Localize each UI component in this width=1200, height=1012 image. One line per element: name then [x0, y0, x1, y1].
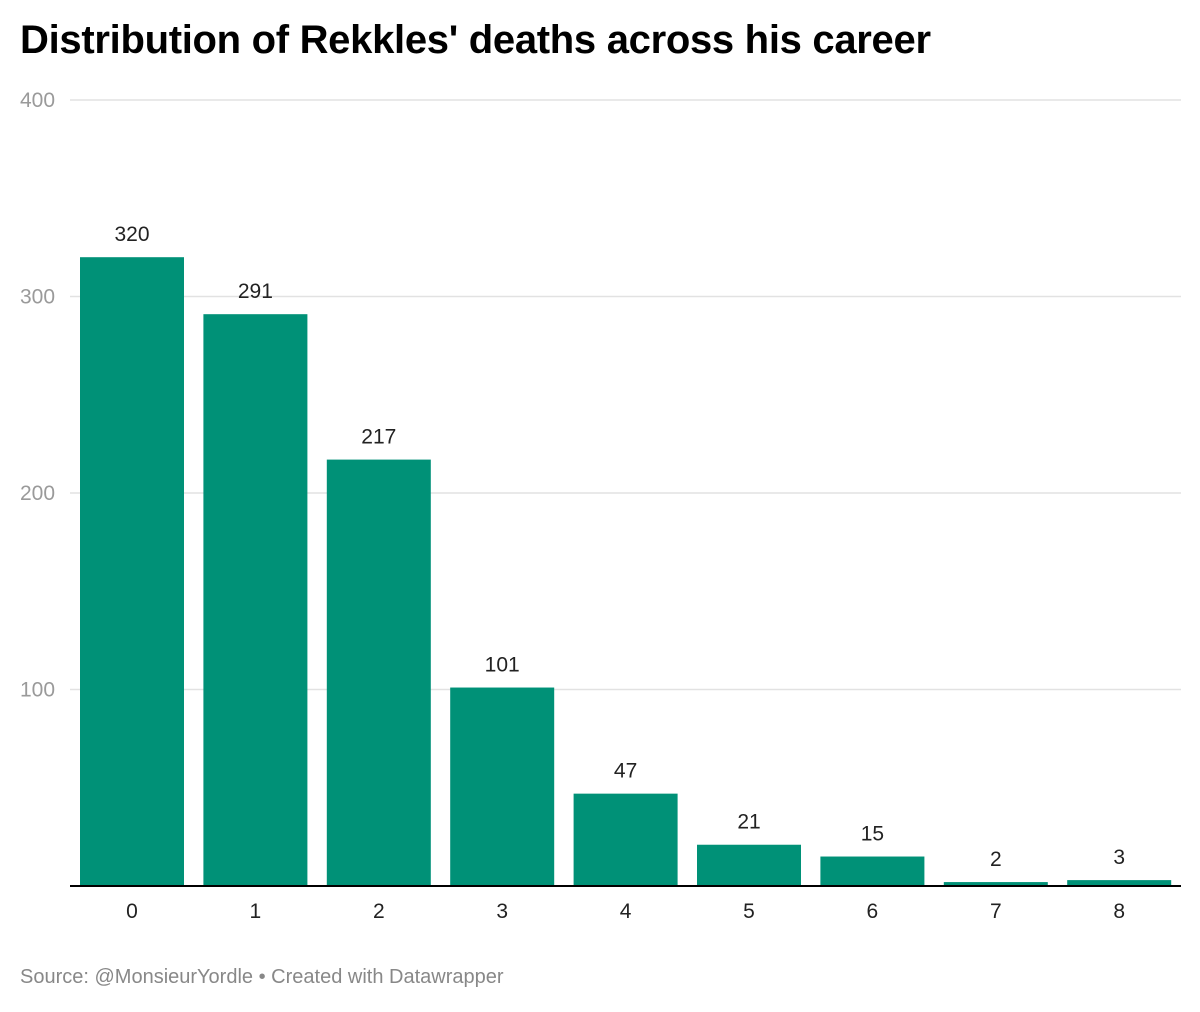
- credit-note: Created with Datawrapper: [271, 966, 504, 988]
- y-tick-label: 200: [20, 482, 55, 505]
- chart-footer: Source: @MonsieurYordle • Created with D…: [20, 966, 504, 989]
- bar-2: [326, 459, 431, 886]
- bar-6: [820, 856, 925, 886]
- x-tick-label-2: 2: [373, 900, 385, 923]
- bar-0: [80, 257, 184, 886]
- footer-separator: •: [258, 966, 266, 988]
- value-label-3: 101: [485, 654, 520, 677]
- x-tick-label-4: 4: [620, 900, 632, 923]
- x-tick-label-6: 6: [867, 900, 879, 923]
- bar-7: [943, 882, 1048, 886]
- value-label-7: 2: [990, 848, 1002, 871]
- bar-8: [1067, 880, 1172, 886]
- value-label-8: 3: [1113, 846, 1125, 869]
- axes: 0 1 2 3 4 5 6 7 8: [70, 885, 1181, 923]
- x-tick-label-5: 5: [743, 900, 755, 923]
- value-label-0: 320: [114, 223, 149, 246]
- value-label-5: 21: [737, 811, 760, 834]
- x-tick-label-1: 1: [250, 900, 262, 923]
- bar-1: [203, 314, 308, 886]
- bar-chart: 100 200 300 400 320 291 217 101 47 21 15 2 3 0 1 2 3 4 5…: [20, 89, 1181, 923]
- bar-3: [450, 687, 555, 886]
- x-tick-label-7: 7: [990, 900, 1002, 923]
- bar-4: [573, 793, 678, 886]
- chart-title: Distribution of Rekkles' deaths across h…: [20, 18, 931, 62]
- value-label-1: 291: [238, 280, 273, 303]
- value-label-6: 15: [861, 823, 884, 846]
- gridlines: 100 200 300 400: [20, 89, 1181, 702]
- source-note: Source: @MonsieurYordle: [20, 966, 254, 988]
- value-labels: 320 291 217 101 47 21 15 2 3: [114, 223, 1125, 871]
- y-tick-label: 100: [20, 679, 55, 702]
- bars: [80, 257, 1172, 886]
- value-label-2: 217: [361, 426, 396, 449]
- y-tick-label: 400: [20, 89, 55, 112]
- bar-5: [697, 844, 801, 886]
- x-tick-label-8: 8: [1113, 900, 1125, 923]
- x-tick-label-0: 0: [126, 900, 138, 923]
- x-tick-label-3: 3: [496, 900, 508, 923]
- y-tick-label: 300: [20, 286, 55, 309]
- value-label-4: 47: [614, 760, 637, 783]
